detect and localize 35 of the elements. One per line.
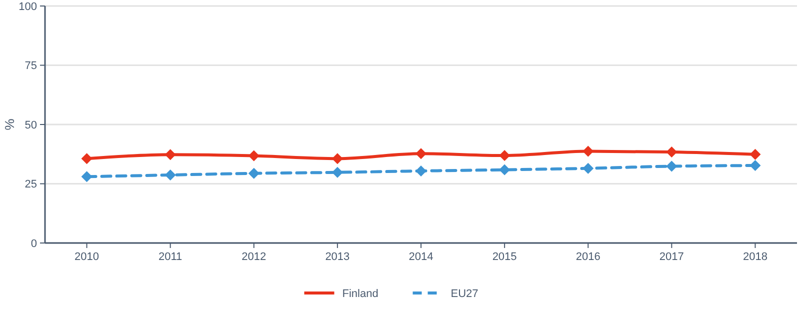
point: [666, 160, 678, 172]
point: [499, 150, 510, 162]
x-tick-label: 2016: [576, 251, 600, 263]
x-tick-label: 2015: [492, 251, 517, 263]
point: [750, 160, 761, 171]
point: [750, 148, 761, 160]
x-tick-label: 2014: [408, 251, 434, 263]
point: [332, 153, 343, 164]
point: [332, 166, 343, 178]
legend-label: Finland: [342, 288, 378, 300]
point: [81, 153, 92, 164]
y-tick-label: 75: [24, 60, 37, 72]
point: [582, 146, 594, 157]
legend-label: EU27: [450, 288, 478, 300]
x-tick-label: 2012: [242, 251, 266, 263]
x-tick-label: 2017: [659, 251, 684, 263]
point: [582, 162, 594, 174]
y-tick-label: 0: [30, 238, 37, 250]
point: [416, 148, 426, 160]
y-tick-label: 100: [18, 0, 37, 13]
point: [248, 168, 260, 179]
point: [81, 171, 92, 182]
point: [666, 146, 678, 158]
x-tick-label: 2010: [74, 251, 100, 263]
point: [248, 150, 260, 162]
x-tick-label: 2013: [325, 251, 350, 263]
point: [164, 149, 176, 160]
y-tick-label: 50: [24, 119, 37, 132]
x-tick-label: 2011: [158, 251, 182, 263]
point: [164, 169, 176, 180]
x-tick-label: 2018: [742, 251, 768, 263]
y-axis-title: %: [2, 118, 17, 130]
point: [499, 164, 510, 176]
point: [416, 165, 426, 176]
y-tick-label: 25: [24, 178, 37, 191]
